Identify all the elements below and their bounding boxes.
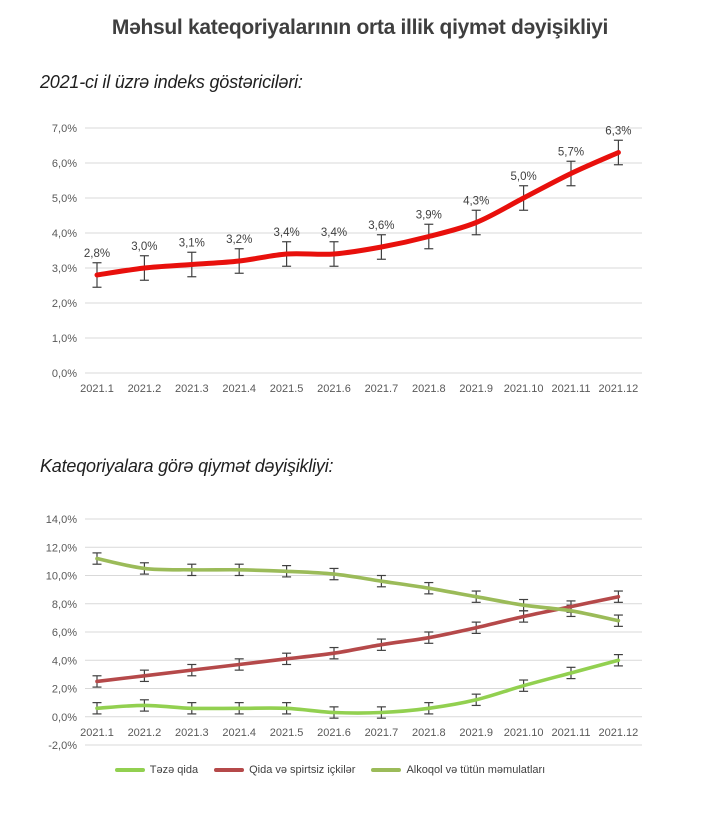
- data-label: 3,9%: [416, 209, 442, 221]
- y-tick-label: 1,0%: [52, 333, 77, 345]
- y-tick-label: 0,0%: [52, 712, 77, 724]
- x-tick-label: 2021.3: [175, 727, 209, 739]
- x-tick-label: 2021.6: [317, 727, 351, 739]
- series-line: [95, 556, 621, 623]
- data-label: 3,6%: [368, 220, 394, 232]
- legend-swatch: [371, 768, 402, 772]
- series-line: [94, 150, 621, 278]
- y-tick-label: 2,0%: [52, 684, 77, 696]
- series-line: [95, 658, 621, 715]
- y-tick-label: 14,0%: [46, 514, 77, 526]
- category-change-subtitle: Kateqoriyalara görə qiymət dəyişikliyi:: [40, 456, 334, 476]
- x-tick-label: 2021.11: [552, 383, 591, 395]
- annual-index-chart: 0,0% 1,0% 2,0% 3,0% 4,0% 5,0% 6,0% 7,0% 2021.1 20…: [52, 123, 642, 395]
- y-tick-label: 5,0%: [52, 193, 77, 205]
- legend-label: Qida və spirtsiz içkilər: [249, 764, 356, 776]
- x-tick-label: 2021.12: [599, 727, 639, 739]
- x-tick-label: 2021.5: [270, 383, 304, 395]
- x-tick-label: 2021.4: [222, 727, 256, 739]
- x-tick-label: 2021.10: [504, 727, 544, 739]
- x-tick-label: 2021.12: [599, 383, 639, 395]
- y-tick-label: 6,0%: [52, 627, 77, 639]
- legend-label: Təzə qida: [149, 764, 199, 776]
- legend-swatch: [114, 768, 145, 772]
- x-tick-label: 2021.9: [459, 727, 493, 739]
- x-tick-label: 2021.1: [80, 727, 114, 739]
- data-label: 4,3%: [463, 195, 489, 207]
- legend-item: Təzə qida: [114, 764, 199, 776]
- data-label: 2,8%: [84, 248, 110, 260]
- x-tick-label: 2021.6: [317, 383, 351, 395]
- y-tick-label: 10,0%: [46, 571, 77, 583]
- annual-index-subtitle: 2021-ci il üzrə indeks göstəriciləri:: [40, 72, 303, 92]
- data-label: 3,0%: [131, 241, 157, 253]
- y-tick-label: 2,0%: [52, 298, 77, 310]
- y-tick-label: -2,0%: [48, 740, 77, 752]
- data-label: 6,3%: [605, 125, 631, 137]
- x-tick-label: 2021.2: [128, 383, 162, 395]
- x-tick-label: 2021.1: [80, 383, 114, 395]
- y-tick-label: 6,0%: [52, 158, 77, 170]
- x-tick-label: 2021.8: [412, 383, 446, 395]
- x-tick-label: 2021.7: [365, 383, 399, 395]
- y-tick-label: 0,0%: [52, 368, 77, 380]
- chart-legend: Təzə qida Qida və spirtsiz içkilər Alkoqol…: [0, 764, 660, 776]
- legend-swatch: [214, 768, 245, 772]
- y-tick-label: 12,0%: [46, 542, 77, 554]
- x-tick-label: 2021.11: [552, 727, 591, 739]
- y-tick-label: 7,0%: [52, 123, 77, 135]
- legend-item: Qida və spirtsiz içkilər: [214, 764, 355, 776]
- y-tick-label: 4,0%: [52, 228, 77, 240]
- legend-label: Alkoqol və tütün məmulatları: [406, 764, 546, 776]
- y-tick-label: 4,0%: [52, 655, 77, 667]
- data-label: 3,4%: [321, 227, 347, 239]
- x-tick-label: 2021.9: [459, 383, 493, 395]
- x-tick-label: 2021.7: [365, 727, 399, 739]
- data-label: 3,4%: [273, 227, 299, 239]
- x-tick-label: 2021.10: [504, 383, 544, 395]
- x-tick-label: 2021.8: [412, 727, 446, 739]
- series-line: [95, 594, 621, 684]
- data-label: 3,2%: [226, 234, 252, 246]
- y-tick-label: 8,0%: [52, 599, 77, 611]
- legend-item: Alkoqol və tütün məmulatları: [371, 764, 545, 776]
- page-title: Məhsul kateqoriyalarının orta illik qiym…: [111, 16, 609, 39]
- x-tick-label: 2021.4: [222, 383, 256, 395]
- data-label: 3,1%: [179, 237, 205, 249]
- category-price-chart: -2,0% 0,0% 2,0% 4,0% 6,0% 8,0% 10,0% 12,0% 14,0%…: [46, 514, 642, 752]
- data-label: 5,0%: [510, 171, 536, 183]
- data-label: 5,7%: [558, 146, 584, 158]
- x-tick-label: 2021.2: [128, 727, 162, 739]
- y-tick-label: 3,0%: [52, 263, 77, 275]
- x-tick-label: 2021.3: [175, 383, 209, 395]
- x-tick-label: 2021.5: [270, 727, 304, 739]
